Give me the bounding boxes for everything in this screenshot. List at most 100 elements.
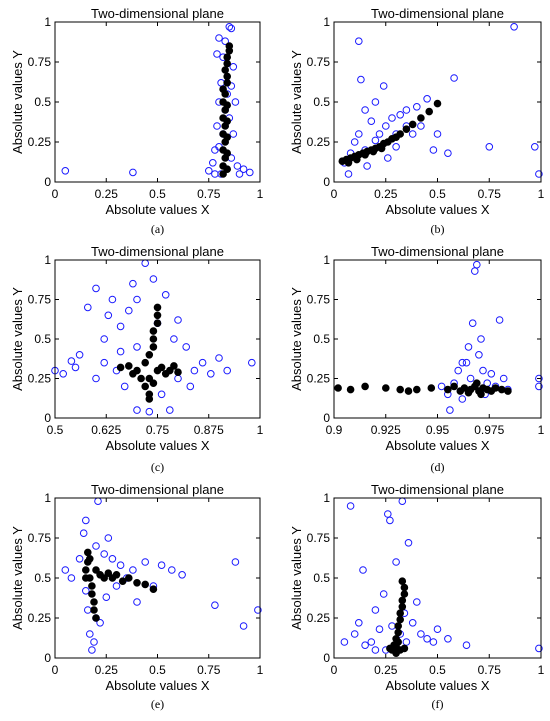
y-tick-label: 0.5 [34, 95, 51, 109]
open-point [359, 566, 367, 574]
filled-point [92, 614, 100, 622]
open-point [207, 370, 215, 378]
open-point [59, 370, 68, 378]
panel-caption: (b) [431, 222, 445, 236]
open-point [186, 382, 195, 391]
markers-c [51, 259, 256, 416]
filled-point [223, 59, 231, 68]
x-tick-label: 0.5 [429, 663, 446, 677]
open-point [454, 366, 463, 375]
filled-point [398, 603, 407, 611]
open-point [133, 343, 141, 351]
open-point [108, 295, 117, 304]
open-point [133, 598, 141, 606]
open-point [433, 625, 442, 634]
open-point [417, 630, 425, 638]
filled-point [473, 379, 481, 388]
open-point [239, 622, 248, 630]
x-tick-label: 0.25 [374, 187, 398, 201]
filled-point [396, 609, 405, 618]
open-point [444, 149, 452, 157]
markers-b [338, 23, 543, 178]
filled-point [141, 358, 149, 367]
open-point [499, 374, 508, 383]
open-point [231, 558, 240, 566]
filled-point [219, 85, 227, 93]
filled-point [141, 382, 149, 391]
y-tick-label: 0.25 [307, 135, 331, 149]
filled-point [223, 101, 231, 109]
open-point [92, 284, 100, 293]
open-point [408, 619, 417, 627]
open-point [444, 635, 452, 643]
filled-point [400, 583, 409, 592]
open-point [371, 646, 380, 654]
filled-point [425, 107, 434, 116]
open-point [84, 606, 92, 614]
open-point [94, 497, 102, 506]
open-point [531, 143, 539, 151]
panel-caption: (c) [151, 460, 164, 474]
filled-point [223, 53, 231, 62]
filled-point [112, 571, 121, 579]
y-axis-label: Absolute values Y [289, 50, 304, 154]
open-point [100, 358, 108, 367]
filled-point [394, 638, 403, 646]
x-tick-label: 0.75 [478, 187, 502, 201]
open-point [129, 279, 137, 288]
open-point [462, 358, 471, 367]
open-point [433, 130, 442, 138]
x-tick-label: 0.75 [146, 423, 170, 437]
filled-point [369, 147, 378, 156]
open-point [464, 343, 473, 351]
open-point [371, 136, 380, 145]
open-point [402, 106, 411, 114]
open-point [61, 566, 70, 574]
filled-point [116, 363, 125, 372]
open-point [473, 260, 481, 269]
filled-point [90, 598, 98, 606]
open-point [96, 619, 104, 627]
open-point [458, 395, 467, 403]
open-point [79, 529, 88, 538]
filled-point [223, 149, 231, 157]
open-point [229, 63, 238, 71]
panel-title: Two-dimensional plane [91, 482, 224, 497]
filled-point [394, 628, 403, 637]
x-tick-label: 1 [538, 423, 545, 437]
filled-point [223, 72, 231, 81]
y-axis-label: Absolute values Y [10, 50, 25, 154]
y-tick-label: 0.25 [307, 611, 331, 625]
y-tick-label: 0.25 [307, 372, 331, 386]
panel-title: Two-dimensional plane [371, 244, 504, 259]
open-point [388, 622, 396, 630]
plot-frame [333, 259, 542, 419]
open-point [141, 259, 149, 268]
open-point [211, 601, 219, 610]
filled-point [100, 574, 108, 582]
open-point [168, 566, 176, 574]
open-point [413, 103, 421, 111]
filled-point [353, 155, 361, 164]
x-tick-label: 0.75 [197, 187, 221, 201]
open-point [233, 162, 242, 170]
y-tick-label: 0.5 [313, 95, 330, 109]
filled-point [145, 395, 154, 403]
open-point [166, 406, 174, 414]
open-point [227, 24, 236, 33]
markers-a [61, 23, 254, 178]
filled-point [417, 114, 425, 122]
y-tick-label: 0 [323, 651, 330, 665]
x-tick-label: 0.5 [429, 187, 446, 201]
x-tick-label: 1 [257, 423, 264, 437]
panel-title: Two-dimensional plane [91, 6, 224, 21]
x-axis-label: Absolute values X [105, 202, 209, 217]
y-tick-label: 0.5 [34, 332, 51, 346]
open-point [450, 74, 458, 82]
filled-point [223, 79, 231, 87]
filled-point [396, 385, 405, 394]
x-tick-label: 0.75 [197, 663, 221, 677]
open-point [417, 122, 425, 130]
open-point [149, 275, 158, 283]
open-point [477, 335, 485, 343]
